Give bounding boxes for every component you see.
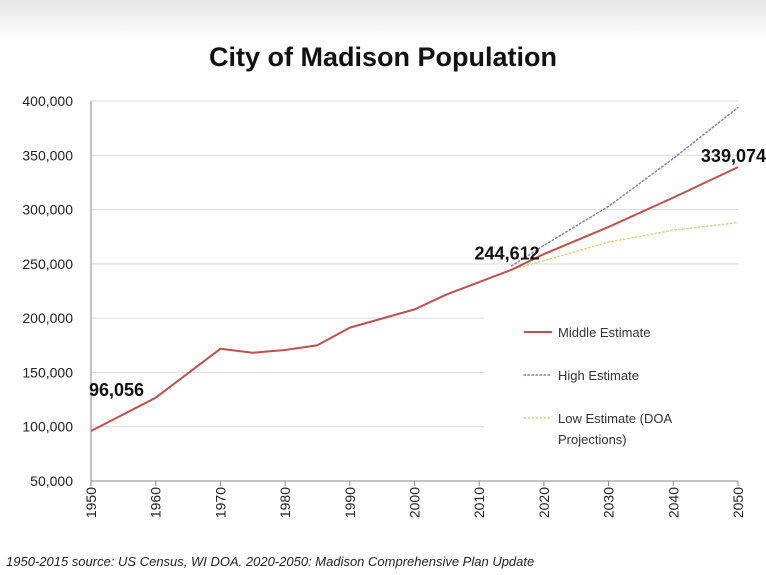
- data-label: 96,056: [89, 380, 144, 400]
- legend-label: Low Estimate (DOA: [558, 411, 672, 426]
- data-label: 244,612: [475, 244, 540, 264]
- grid-lines: [91, 100, 738, 428]
- legend: Middle Estimate High Estimate Low Estimate…: [523, 325, 672, 447]
- legend-label: Projections): [558, 432, 627, 447]
- y-tick-label: 150,000: [22, 364, 73, 380]
- y-tick-label: 100,000: [22, 419, 73, 435]
- x-tick-labels: 1950 1960 1970 1980 1990 2000 2010 2020 2030 2040…: [83, 487, 746, 518]
- y-tick-labels: 50,000 100,000 150,000 200,000 250,000 300,00…: [22, 93, 73, 489]
- x-tick-label: 2000: [407, 487, 423, 518]
- x-tick-label: 1950: [83, 487, 99, 518]
- axes: [90, 101, 739, 486]
- legend-box: [484, 310, 738, 460]
- y-tick-label: 350,000: [22, 147, 73, 163]
- legend-label: High Estimate: [558, 368, 639, 383]
- x-tick-label: 1960: [148, 487, 164, 518]
- y-tick-label: 50,000: [30, 473, 73, 489]
- series-lines: [90, 106, 739, 432]
- x-tick-label: 2050: [730, 487, 746, 518]
- x-tick-label: 2020: [536, 487, 552, 518]
- series-line-high-estimate: [510, 106, 739, 267]
- x-tick-label: 1990: [342, 487, 358, 518]
- y-tick-label: 400,000: [22, 93, 73, 109]
- source-note: 1950-2015 source: US Census, WI DOA. 202…: [6, 554, 535, 569]
- x-tick-label: 1970: [212, 487, 228, 518]
- x-tick-label: 1980: [277, 487, 293, 518]
- legend-background: [484, 310, 738, 460]
- data-annotations: 96,056 244,612 339,074: [89, 146, 766, 400]
- y-tick-label: 200,000: [22, 310, 73, 326]
- x-tick-label: 2030: [601, 487, 617, 518]
- y-tick-label: 250,000: [22, 256, 73, 272]
- legend-label: Middle Estimate: [558, 325, 650, 340]
- series-line-middle-estimate: [90, 166, 739, 432]
- data-label: 339,074: [701, 146, 766, 166]
- series-line-low-estimate-doa-projections: [510, 221, 739, 271]
- chart-title: City of Madison Population: [209, 42, 557, 72]
- y-tick-label: 300,000: [22, 202, 73, 218]
- x-tick-label: 2040: [665, 487, 681, 518]
- x-tick-label: 2010: [471, 487, 487, 518]
